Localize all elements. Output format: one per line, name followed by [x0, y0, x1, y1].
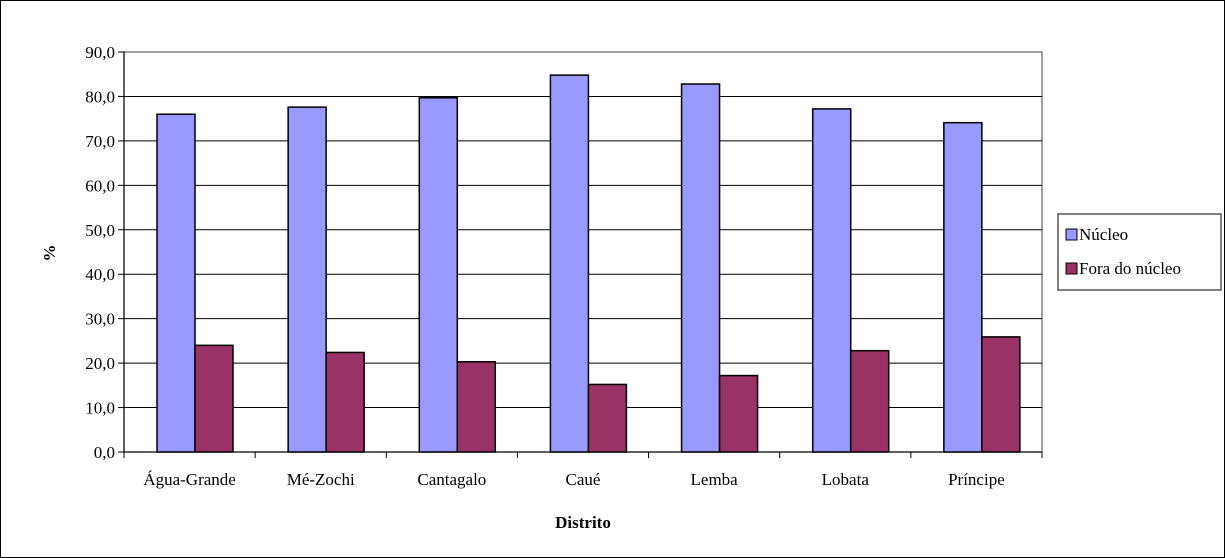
y-tick-label: 0,0: [94, 443, 115, 462]
x-tick-label: Água-Grande: [143, 470, 236, 489]
x-tick-label: Caué: [566, 470, 601, 489]
bar-fora-do-nucleo: [194, 344, 234, 453]
bar-fora-do-nucleo: [981, 336, 1021, 453]
bar-fora-do-nucleo: [325, 351, 365, 453]
bar-nucleo: [680, 83, 721, 453]
y-tick-label: 30,0: [85, 310, 115, 329]
y-tick-label: 40,0: [85, 265, 115, 284]
legend-swatch: [1065, 228, 1078, 241]
x-tick-label: Lobata: [822, 470, 870, 489]
bar-nucleo: [418, 97, 459, 453]
y-tick-label: 60,0: [85, 176, 115, 195]
x-tick-label: Lemba: [691, 470, 739, 489]
x-tick-label: Mé-Zochi: [287, 470, 355, 489]
y-tick-label: 10,0: [85, 399, 115, 418]
y-axis-title: %: [40, 245, 59, 262]
bar-fora-do-nucleo: [456, 361, 497, 453]
y-tick-label: 50,0: [85, 221, 115, 240]
legend-swatch: [1065, 262, 1078, 275]
legend-label: Fora do núcleo: [1079, 259, 1181, 278]
bar-nucleo: [943, 121, 983, 453]
axes: 0,0 10,0 20,0 30,0 40,0 50,0 60,0 70,0 80,0 90,0 Á…: [85, 43, 1043, 489]
y-tick-label: 20,0: [85, 354, 115, 373]
y-tick-label: 70,0: [85, 132, 115, 151]
y-tick-label: 80,0: [85, 87, 115, 106]
x-axis-title: Distrito: [555, 513, 611, 532]
bar-fora-do-nucleo: [587, 383, 628, 453]
bar-nucleo: [156, 113, 196, 453]
bar-fora-do-nucleo: [849, 349, 890, 453]
x-tick-label: Príncipe: [948, 470, 1005, 489]
bar-nucleo: [811, 108, 852, 453]
legend-box: [1057, 213, 1222, 291]
bar-nucleo: [549, 74, 590, 453]
x-tick-label: Cantagalo: [417, 470, 486, 489]
bar-nucleo: [287, 106, 327, 453]
bars: [156, 74, 1021, 453]
legend: Núcleo Fora do núcleo: [1057, 213, 1222, 291]
legend-label: Núcleo: [1079, 225, 1128, 244]
y-tick-label: 90,0: [85, 43, 115, 62]
bar-fora-do-nucleo: [718, 374, 759, 453]
